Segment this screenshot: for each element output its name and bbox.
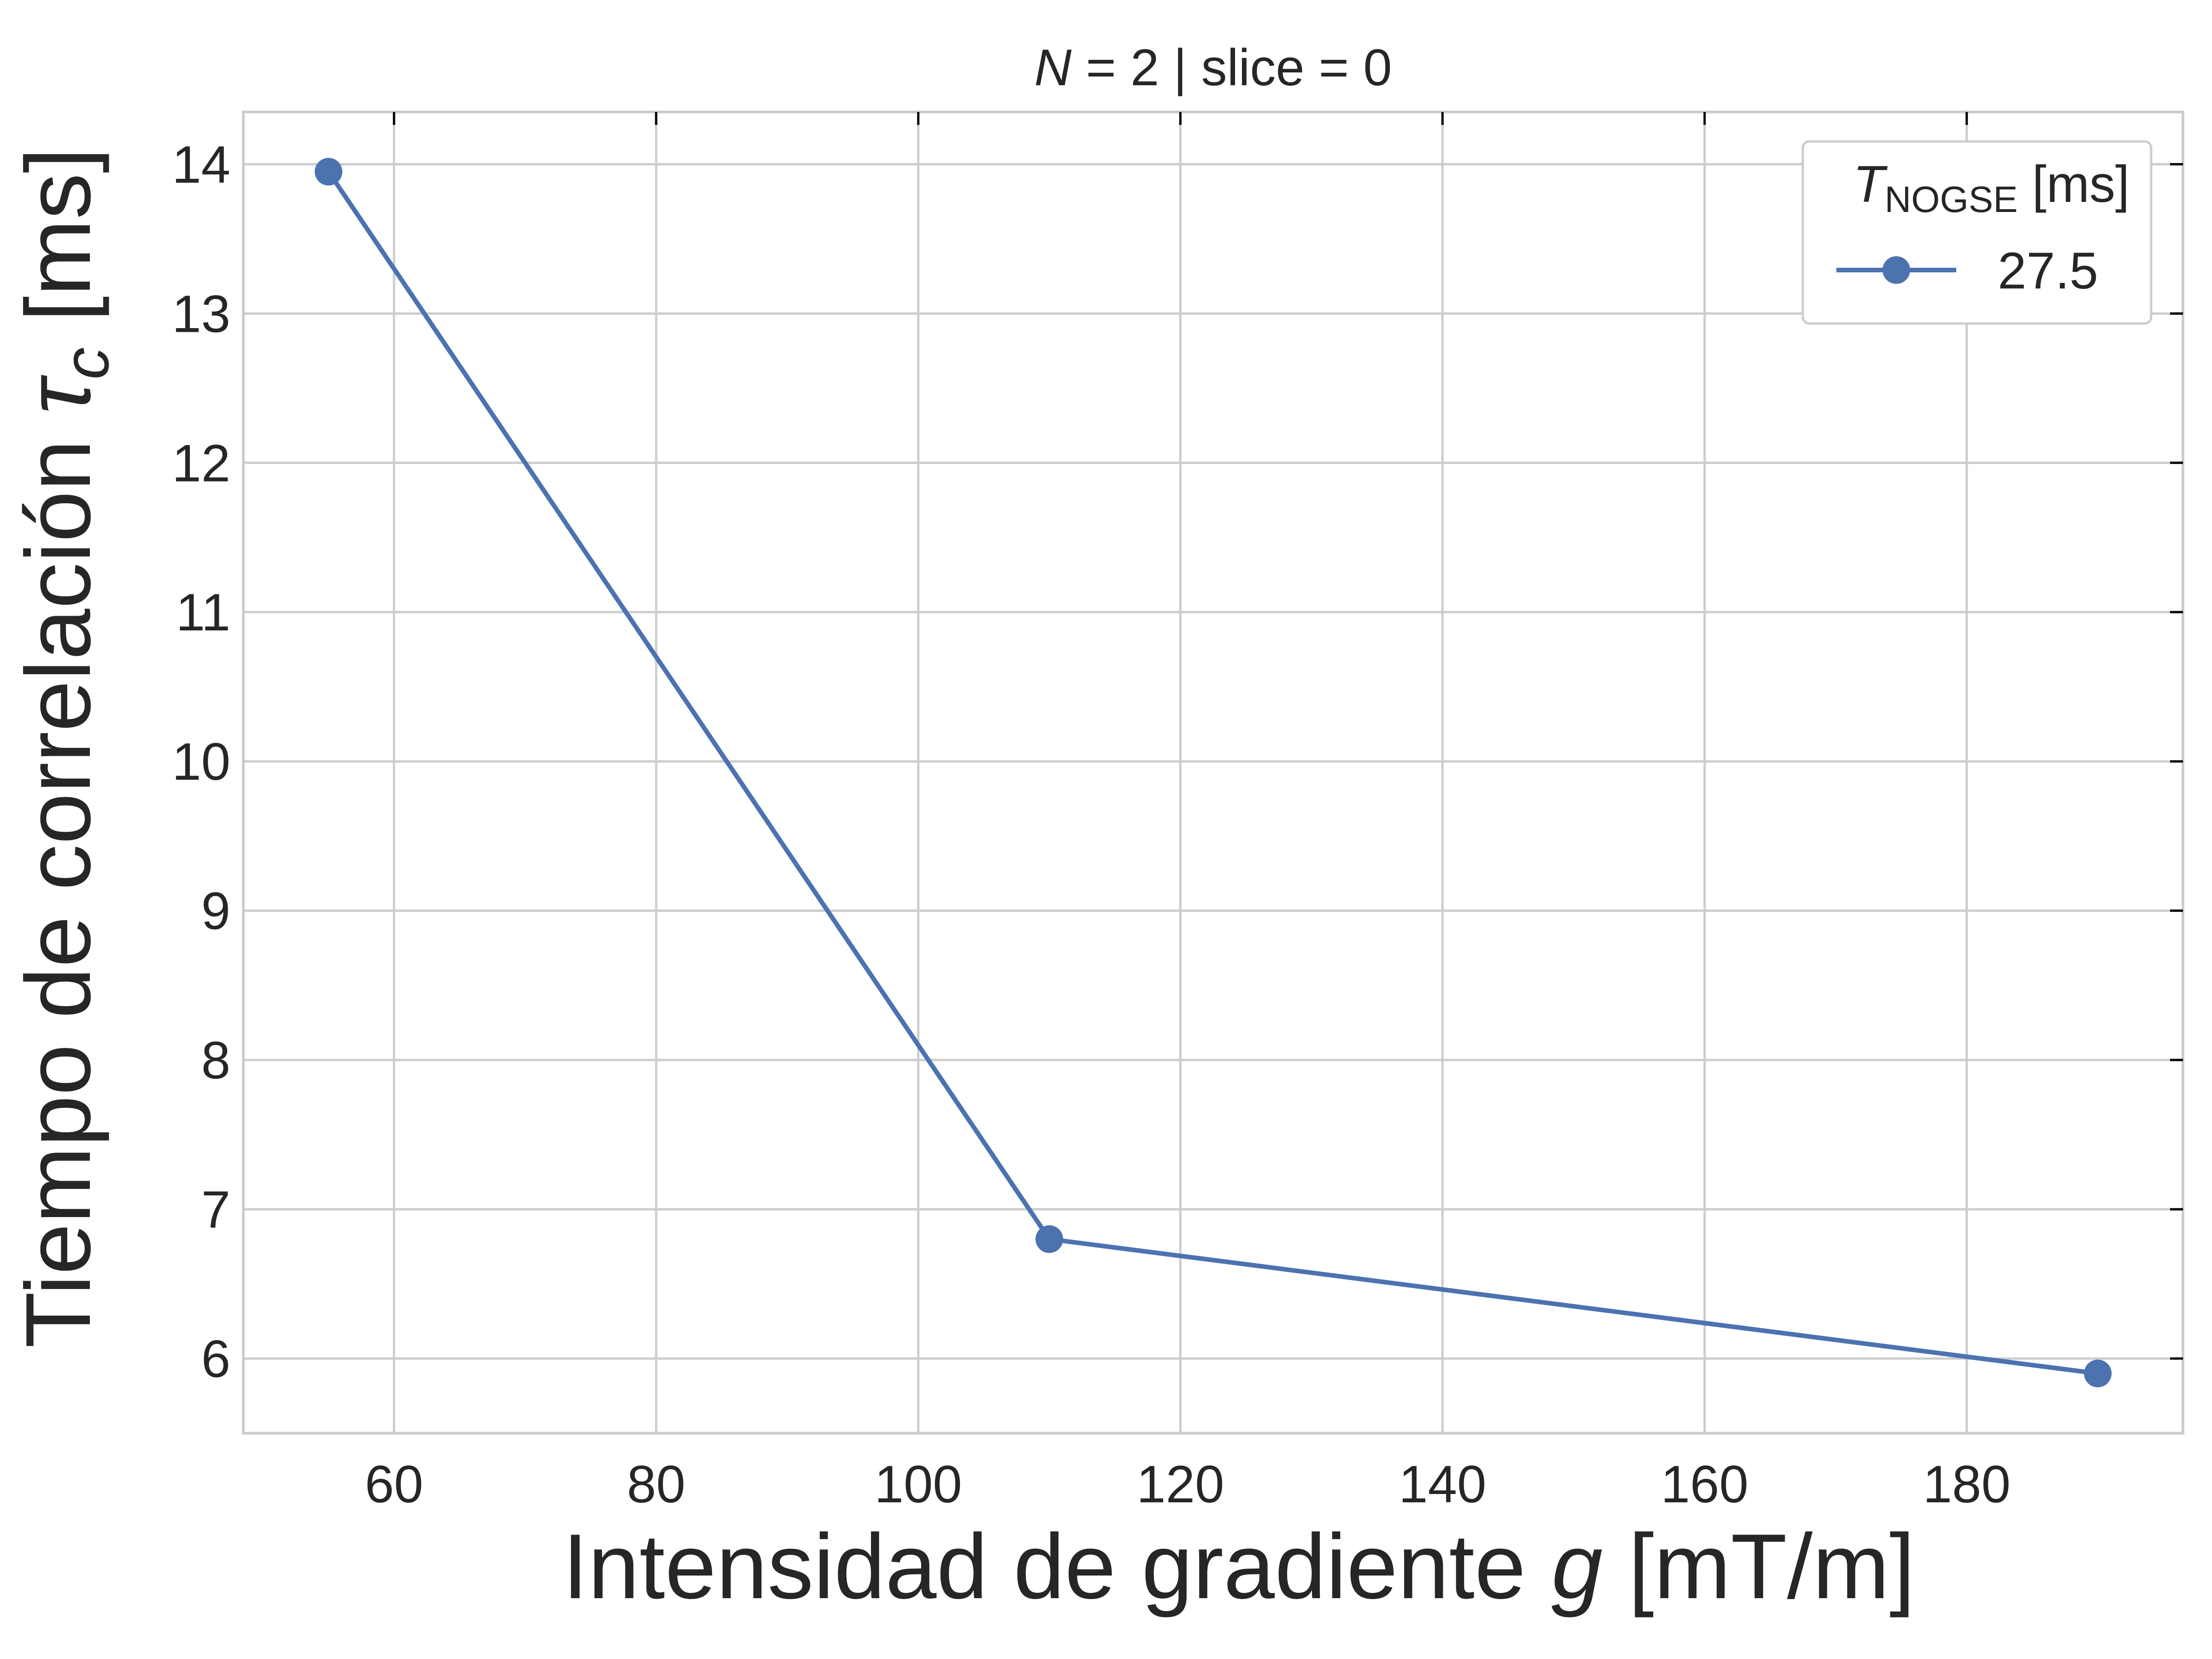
- legend: TNOGSE [ms] 27.5: [1753, 140, 2201, 325]
- y-tick-labels: 6 7 8 9 10 11 12 13 14: [172, 135, 230, 1388]
- data-point: [1035, 1225, 1064, 1253]
- legend-title-subscript: NOGSE: [1885, 179, 2018, 220]
- y-axis-label-symbol: τ: [7, 374, 110, 414]
- legend-marker-sample: [1883, 256, 1910, 284]
- y-tick-label: 11: [176, 583, 230, 642]
- data-point: [2084, 1359, 2112, 1388]
- series-layer: [314, 158, 2112, 1388]
- x-tick-label: 80: [627, 1455, 685, 1514]
- x-axis-label: Intensidad de gradiente g [mT/m]: [435, 1515, 1992, 1618]
- y-tick-label: 14: [172, 135, 230, 194]
- x-tick-label: 180: [1923, 1455, 2011, 1514]
- title-rest: = 2 | slice = 0: [1071, 39, 1392, 96]
- legend-title-italic: T: [1853, 155, 1888, 213]
- x-tick-label: 120: [1136, 1455, 1224, 1514]
- legend-title: TNOGSE [ms]: [1753, 155, 2201, 220]
- y-tick-label: 6: [201, 1330, 230, 1388]
- y-tick-label: 12: [172, 434, 230, 493]
- y-tick-label: 10: [172, 733, 230, 791]
- x-tick-label: 160: [1661, 1455, 1748, 1514]
- axis-ticks: [393, 112, 2183, 1360]
- x-axis-label-pre: Intensidad de gradiente: [563, 1515, 1552, 1618]
- y-axis-label-post: [ms]: [7, 147, 110, 347]
- y-axis-label-subscript: c: [50, 347, 122, 380]
- data-point: [314, 158, 342, 186]
- x-axis-label-italic: g: [1552, 1515, 1603, 1618]
- x-tick-label: 100: [875, 1455, 962, 1514]
- x-tick-label: 140: [1399, 1455, 1486, 1514]
- y-tick-label: 8: [201, 1031, 230, 1090]
- y-tick-label: 7: [201, 1181, 230, 1239]
- series-line: [326, 170, 2098, 1376]
- y-axis-label-pre: Tiempo de correlación: [7, 414, 110, 1348]
- y-axis-label: Tiempo de correlación τc [ms]: [7, 71, 122, 1475]
- legend-series-label: 27.5: [1998, 242, 2098, 300]
- x-axis-label-post: [mT/m]: [1603, 1515, 1915, 1618]
- x-tick-labels: 60 80 100 120 140 160 180: [365, 1455, 2011, 1514]
- y-tick-label: 13: [172, 285, 230, 343]
- title-italic: N: [1034, 39, 1071, 96]
- legend-title-post: [ms]: [2018, 155, 2130, 213]
- x-tick-label: 60: [365, 1455, 424, 1514]
- y-tick-label: 9: [201, 882, 230, 941]
- grid-lines: [243, 112, 2183, 1433]
- chart-title: N = 2 | slice = 0: [1034, 39, 1392, 96]
- plot-frame: [242, 111, 2184, 1435]
